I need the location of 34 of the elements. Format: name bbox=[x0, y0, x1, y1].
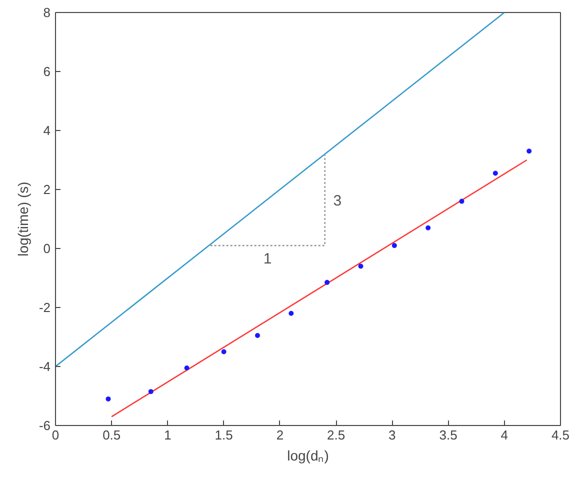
y-tick-label: -6 bbox=[38, 418, 51, 433]
x-tick-label: 2.5 bbox=[327, 428, 346, 442]
point bbox=[106, 396, 111, 402]
point bbox=[324, 280, 330, 285]
point bbox=[459, 198, 464, 204]
y-axis-title: log(time) (s) bbox=[14, 182, 31, 256]
point bbox=[426, 225, 431, 230]
point bbox=[148, 389, 154, 394]
y-tick-label: 6 bbox=[43, 64, 51, 79]
point bbox=[358, 264, 364, 269]
x-tick-label: 1 bbox=[164, 428, 172, 442]
x-axis-title: log(dₙ) bbox=[287, 448, 329, 464]
point bbox=[255, 333, 260, 338]
y-tick-label: 8 bbox=[43, 5, 51, 20]
x-tick-label: 3 bbox=[388, 428, 396, 442]
y-tick-label: 2 bbox=[43, 182, 51, 197]
point bbox=[492, 170, 498, 176]
point bbox=[184, 365, 190, 370]
point bbox=[288, 310, 294, 316]
point bbox=[526, 148, 532, 154]
y-tick-label: -2 bbox=[38, 300, 51, 315]
point bbox=[221, 349, 226, 354]
annotation: 3 bbox=[333, 192, 342, 210]
annotation: 1 bbox=[263, 250, 272, 268]
point bbox=[392, 243, 397, 248]
y-tick-label: -4 bbox=[38, 359, 51, 374]
y-tick-label: 4 bbox=[43, 123, 51, 138]
x-tick-label: 2 bbox=[276, 428, 284, 442]
x-tick-label: 3.5 bbox=[439, 428, 458, 442]
x-tick-label: 4.5 bbox=[551, 428, 570, 442]
x-tick-label: 0.5 bbox=[102, 428, 121, 442]
x-tick-label: 4 bbox=[500, 428, 508, 442]
y-tick-label: 0 bbox=[43, 241, 51, 256]
x-tick-label: 1.5 bbox=[214, 428, 233, 442]
